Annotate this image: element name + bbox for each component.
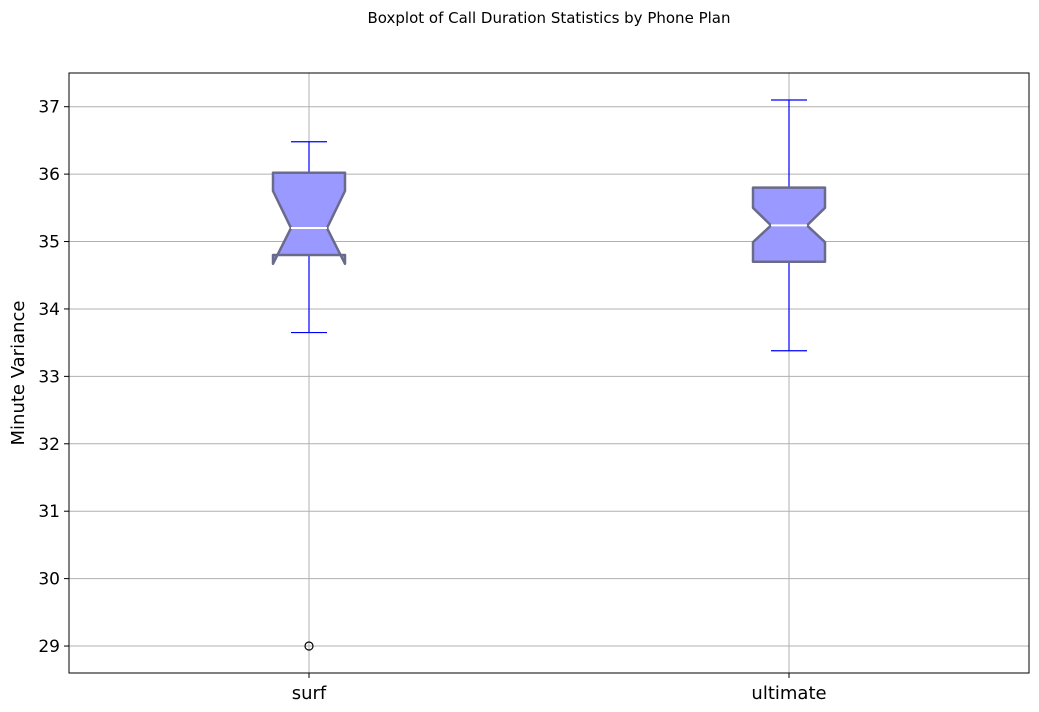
- notched-box: [271, 171, 347, 266]
- y-tick-label: 32: [38, 435, 60, 455]
- box-series: [271, 99, 827, 651]
- y-tick-label: 35: [38, 233, 60, 253]
- y-tick-label: 31: [38, 502, 60, 522]
- y-tick-label: 37: [38, 98, 60, 118]
- grid-lines: [69, 73, 1029, 673]
- y-tick-label: 29: [38, 637, 60, 657]
- chart-title: Boxplot of Call Duration Statistics by P…: [368, 9, 731, 27]
- y-tick-label: 34: [38, 300, 60, 320]
- box-ultimate: [751, 99, 827, 352]
- plot-area-frame: [68, 72, 1030, 674]
- y-tick-label: 30: [38, 570, 60, 590]
- y-axis-label: Minute Variance: [8, 301, 29, 446]
- outlier-point: [304, 641, 314, 651]
- y-tick-label: 36: [38, 165, 60, 185]
- x-tick-label-surf: surf: [292, 683, 327, 704]
- y-tick-label: 33: [38, 367, 60, 387]
- axes: 29 30 31 32 33 34 35 36 37 surf ultimate: [38, 98, 826, 704]
- x-tick-label-ultimate: ultimate: [751, 683, 826, 704]
- box-surf: [271, 141, 347, 651]
